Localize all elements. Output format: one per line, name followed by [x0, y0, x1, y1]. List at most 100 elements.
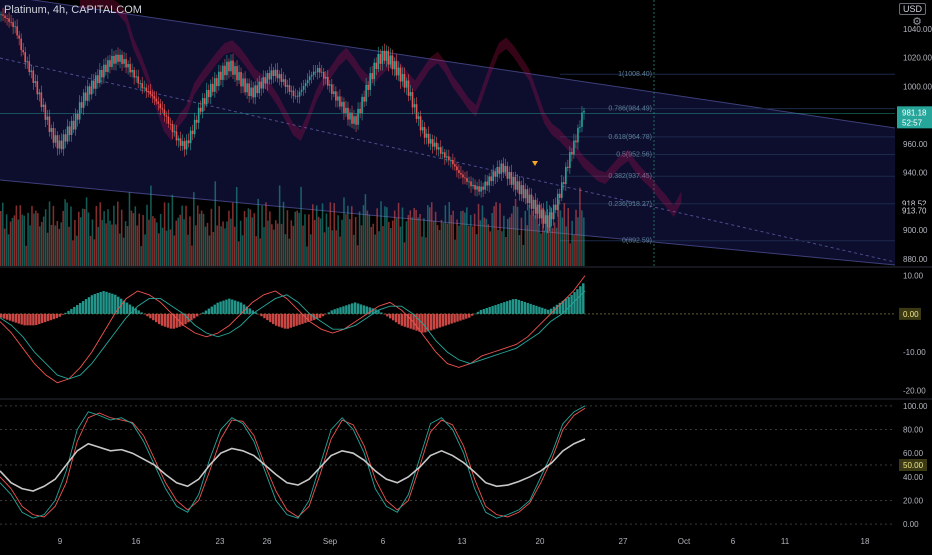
volume-bar	[528, 204, 530, 266]
stoch-axis-tick: 100.00	[903, 402, 928, 411]
volume-bar	[345, 214, 347, 266]
macd-histogram-bar	[260, 313, 263, 317]
candle-body	[349, 112, 351, 120]
stoch-k-line	[0, 405, 586, 519]
volume-bar	[378, 231, 380, 266]
candle-body	[500, 163, 503, 174]
macd-histogram-bar	[274, 313, 278, 326]
macd-histogram-bar	[266, 313, 269, 321]
volume-bar	[7, 234, 10, 266]
macd-histogram-bar	[555, 304, 559, 314]
volume-bar	[214, 181, 217, 266]
macd-histogram-bar	[561, 300, 565, 314]
candle-body	[56, 135, 59, 149]
candle-body	[488, 176, 490, 186]
volume-bar	[259, 238, 261, 266]
candle-body	[510, 171, 513, 185]
candle-body	[125, 59, 127, 68]
macd-histogram-bar	[207, 308, 211, 314]
volume-bar	[573, 234, 575, 266]
candle-body	[181, 141, 184, 146]
volume-bar	[142, 214, 144, 266]
volume-bar	[384, 206, 386, 266]
volume-bar	[413, 207, 415, 266]
currency-badge[interactable]: USD	[898, 3, 926, 15]
candle-body	[240, 72, 242, 87]
macd-histogram-bar	[277, 313, 281, 327]
candle-body	[468, 181, 470, 183]
candle-body	[137, 76, 139, 84]
candle-body	[220, 71, 222, 80]
candle-body	[367, 84, 369, 90]
macd-histogram-bar	[0, 313, 3, 318]
candle-body	[187, 140, 190, 144]
volume-bar	[292, 225, 295, 266]
volume-bar	[508, 217, 511, 266]
candle-body	[226, 61, 228, 76]
time-axis-tick: 11	[781, 537, 790, 546]
volume-bar	[516, 206, 519, 266]
bar-countdown-label: 52:57	[902, 118, 923, 127]
candle-body	[458, 170, 460, 174]
volume-bar	[557, 199, 560, 266]
macd-histogram-bar	[348, 304, 351, 314]
macd-histogram-bar	[172, 313, 175, 329]
candle-body	[250, 87, 252, 97]
macd-histogram-bar	[321, 313, 325, 317]
candle-body	[109, 60, 111, 67]
volume-bar	[273, 229, 275, 266]
volume-bar	[159, 213, 162, 266]
candle-body	[58, 140, 61, 149]
candle-body	[524, 189, 527, 199]
macd-histogram-bar	[254, 312, 257, 314]
candle-body	[193, 119, 196, 135]
volume-bar	[581, 210, 583, 266]
candle-body	[2, 14, 4, 16]
candle-body	[379, 53, 382, 64]
candle-body	[86, 86, 89, 101]
volume-bar	[526, 225, 529, 266]
macd-histogram-bar	[497, 304, 500, 314]
volume-bar	[257, 198, 259, 266]
volume-bar	[549, 206, 552, 266]
stoch-d-line	[0, 407, 586, 518]
candle-body	[88, 86, 91, 95]
gear-icon[interactable]: ⚙	[912, 16, 922, 28]
candle-body	[314, 71, 317, 73]
candle-body	[276, 69, 279, 79]
volume-bar	[124, 221, 127, 266]
candle-body	[44, 104, 47, 120]
volume-bar	[185, 205, 187, 266]
candle-body	[353, 116, 355, 124]
volume-bar	[267, 220, 269, 266]
volume-bar	[187, 234, 189, 266]
candle-body	[97, 75, 99, 84]
volume-bar	[72, 240, 74, 266]
macd-histogram-bar	[84, 299, 88, 314]
macd-histogram-bar	[114, 294, 117, 314]
candle-body	[290, 90, 293, 92]
candle-body	[147, 91, 150, 92]
candle-body	[161, 108, 164, 110]
volume-bar	[241, 235, 244, 266]
candle-body	[448, 156, 450, 161]
macd-histogram-bar	[61, 313, 64, 315]
candle-body	[399, 67, 402, 82]
candle-body	[234, 66, 236, 75]
candle-body	[18, 35, 20, 39]
volume-bar	[193, 192, 195, 266]
volume-bar	[228, 210, 230, 266]
candle-body	[381, 50, 384, 64]
macd-histogram-bar	[152, 313, 155, 321]
macd-histogram-bar	[102, 291, 105, 314]
macd-histogram-bar	[204, 310, 208, 314]
candle-body	[435, 142, 438, 150]
candle-body	[286, 85, 289, 87]
time-axis-tick: Sep	[323, 537, 338, 546]
macd-histogram-bar	[157, 313, 161, 325]
candle-body	[224, 65, 226, 76]
volume-bar	[524, 210, 527, 266]
macd-histogram-bar	[453, 313, 456, 323]
